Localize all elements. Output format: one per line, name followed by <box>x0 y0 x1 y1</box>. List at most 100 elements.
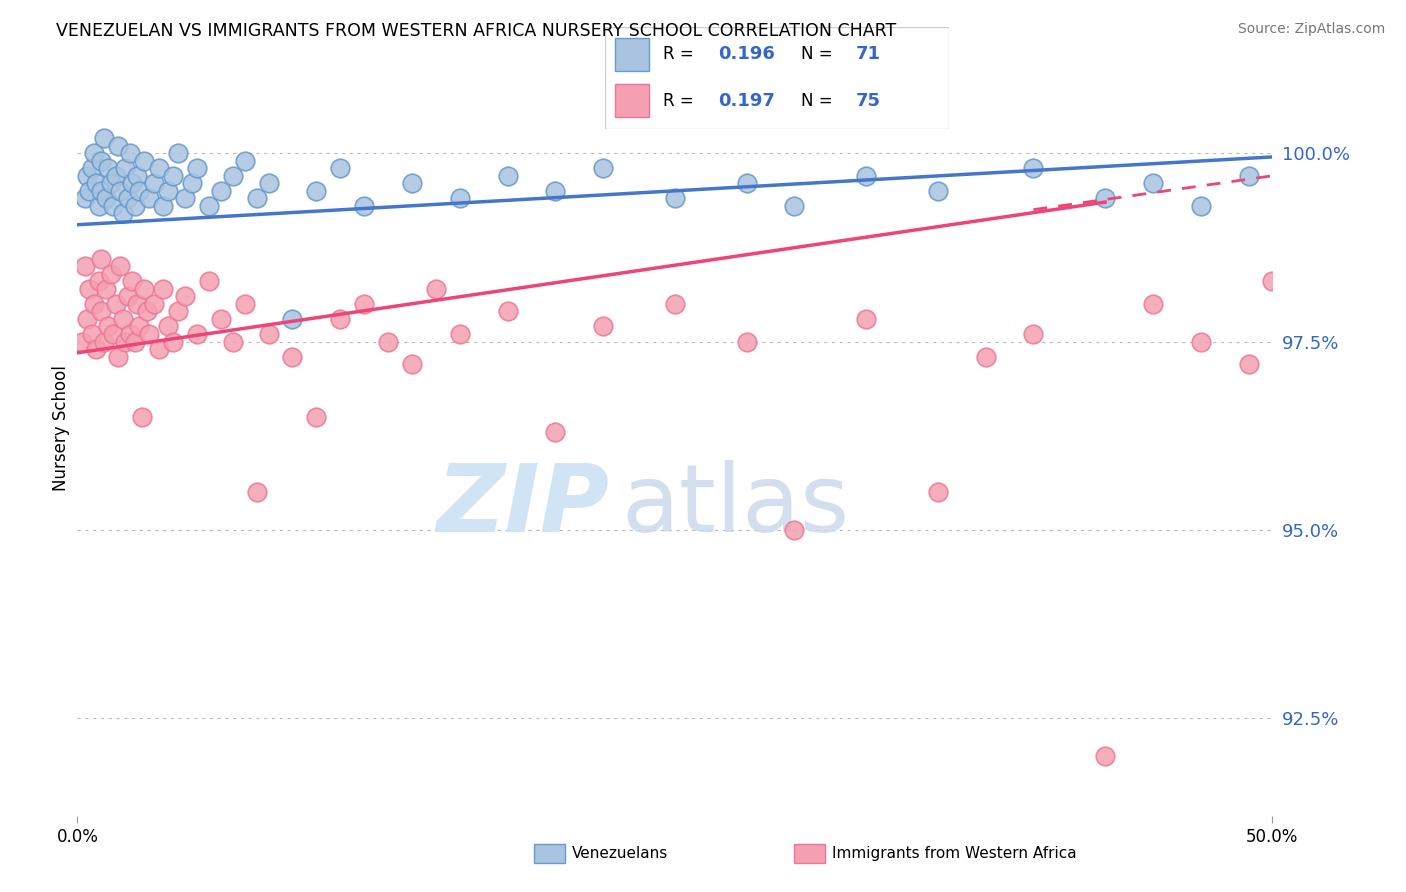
Point <box>1022 326 1045 341</box>
Point <box>209 184 232 198</box>
Point <box>855 169 877 183</box>
Point <box>197 274 219 288</box>
Point <box>90 153 112 168</box>
Point <box>111 312 134 326</box>
Point <box>87 199 110 213</box>
Point <box>592 319 614 334</box>
Point <box>257 326 280 341</box>
Point <box>305 409 328 424</box>
Point <box>927 184 949 198</box>
Point <box>97 161 120 176</box>
Point <box>592 161 614 176</box>
Point <box>73 191 96 205</box>
Point <box>110 184 132 198</box>
Point <box>152 282 174 296</box>
Point <box>353 199 375 213</box>
Text: ZIP: ZIP <box>436 459 609 552</box>
Point <box>162 334 184 349</box>
Point <box>257 176 280 190</box>
Point <box>1237 357 1260 371</box>
Point <box>281 312 304 326</box>
Point <box>134 153 156 168</box>
Bar <box>614 38 650 70</box>
Y-axis label: Nursery School: Nursery School <box>52 365 70 491</box>
Point <box>103 199 124 213</box>
Text: N =: N = <box>801 45 838 63</box>
Point <box>83 146 105 161</box>
Point <box>131 409 153 424</box>
Point <box>142 176 165 190</box>
Point <box>377 334 399 349</box>
Point <box>246 485 269 500</box>
Point <box>233 297 256 311</box>
Point <box>94 282 117 296</box>
Point <box>162 169 184 183</box>
Point <box>76 169 98 183</box>
Point <box>329 161 352 176</box>
Point <box>166 146 188 161</box>
Point <box>496 169 519 183</box>
Point <box>401 176 423 190</box>
Point <box>134 282 156 296</box>
Point <box>496 304 519 318</box>
Point <box>118 146 141 161</box>
Point <box>222 334 245 349</box>
Text: 71: 71 <box>856 45 882 63</box>
Point <box>117 289 139 303</box>
Point <box>111 206 134 220</box>
Point <box>1189 334 1212 349</box>
Point <box>80 161 103 176</box>
Point <box>97 319 120 334</box>
Point <box>1094 748 1116 763</box>
Point <box>353 297 375 311</box>
Point <box>110 259 132 273</box>
Point <box>93 131 115 145</box>
Point <box>233 153 256 168</box>
Text: 75: 75 <box>856 92 882 110</box>
Point <box>544 425 567 439</box>
Point <box>100 176 122 190</box>
Point <box>79 184 101 198</box>
Point <box>157 184 180 198</box>
Point <box>174 289 197 303</box>
Point <box>103 326 124 341</box>
Text: 0.196: 0.196 <box>718 45 775 63</box>
Point <box>1189 199 1212 213</box>
Point <box>148 342 170 356</box>
Text: N =: N = <box>801 92 838 110</box>
Point <box>783 199 806 213</box>
Point <box>1142 297 1164 311</box>
Point <box>135 304 157 318</box>
Point <box>121 176 143 190</box>
Point <box>222 169 245 183</box>
Point <box>1094 191 1116 205</box>
Point <box>87 274 110 288</box>
Point <box>974 350 997 364</box>
Point <box>209 312 232 326</box>
Point <box>186 161 208 176</box>
Point <box>664 191 686 205</box>
Point <box>449 326 471 341</box>
FancyBboxPatch shape <box>605 27 949 129</box>
Text: VENEZUELAN VS IMMIGRANTS FROM WESTERN AFRICA NURSERY SCHOOL CORRELATION CHART: VENEZUELAN VS IMMIGRANTS FROM WESTERN AF… <box>56 22 897 40</box>
Point <box>1142 176 1164 190</box>
Point <box>86 176 108 190</box>
Point <box>401 357 423 371</box>
Point <box>174 191 197 205</box>
Point <box>425 282 447 296</box>
Point <box>281 350 304 364</box>
Point <box>735 334 758 349</box>
Point <box>735 176 758 190</box>
Point <box>449 191 471 205</box>
Point <box>73 259 96 273</box>
Text: R =: R = <box>664 45 699 63</box>
Point <box>90 252 112 266</box>
Point <box>783 523 806 537</box>
Text: Immigrants from Western Africa: Immigrants from Western Africa <box>832 847 1077 861</box>
Text: Source: ZipAtlas.com: Source: ZipAtlas.com <box>1237 22 1385 37</box>
Point <box>107 350 129 364</box>
Point <box>138 326 160 341</box>
Point <box>79 282 101 296</box>
Point <box>246 191 269 205</box>
Point <box>186 326 208 341</box>
